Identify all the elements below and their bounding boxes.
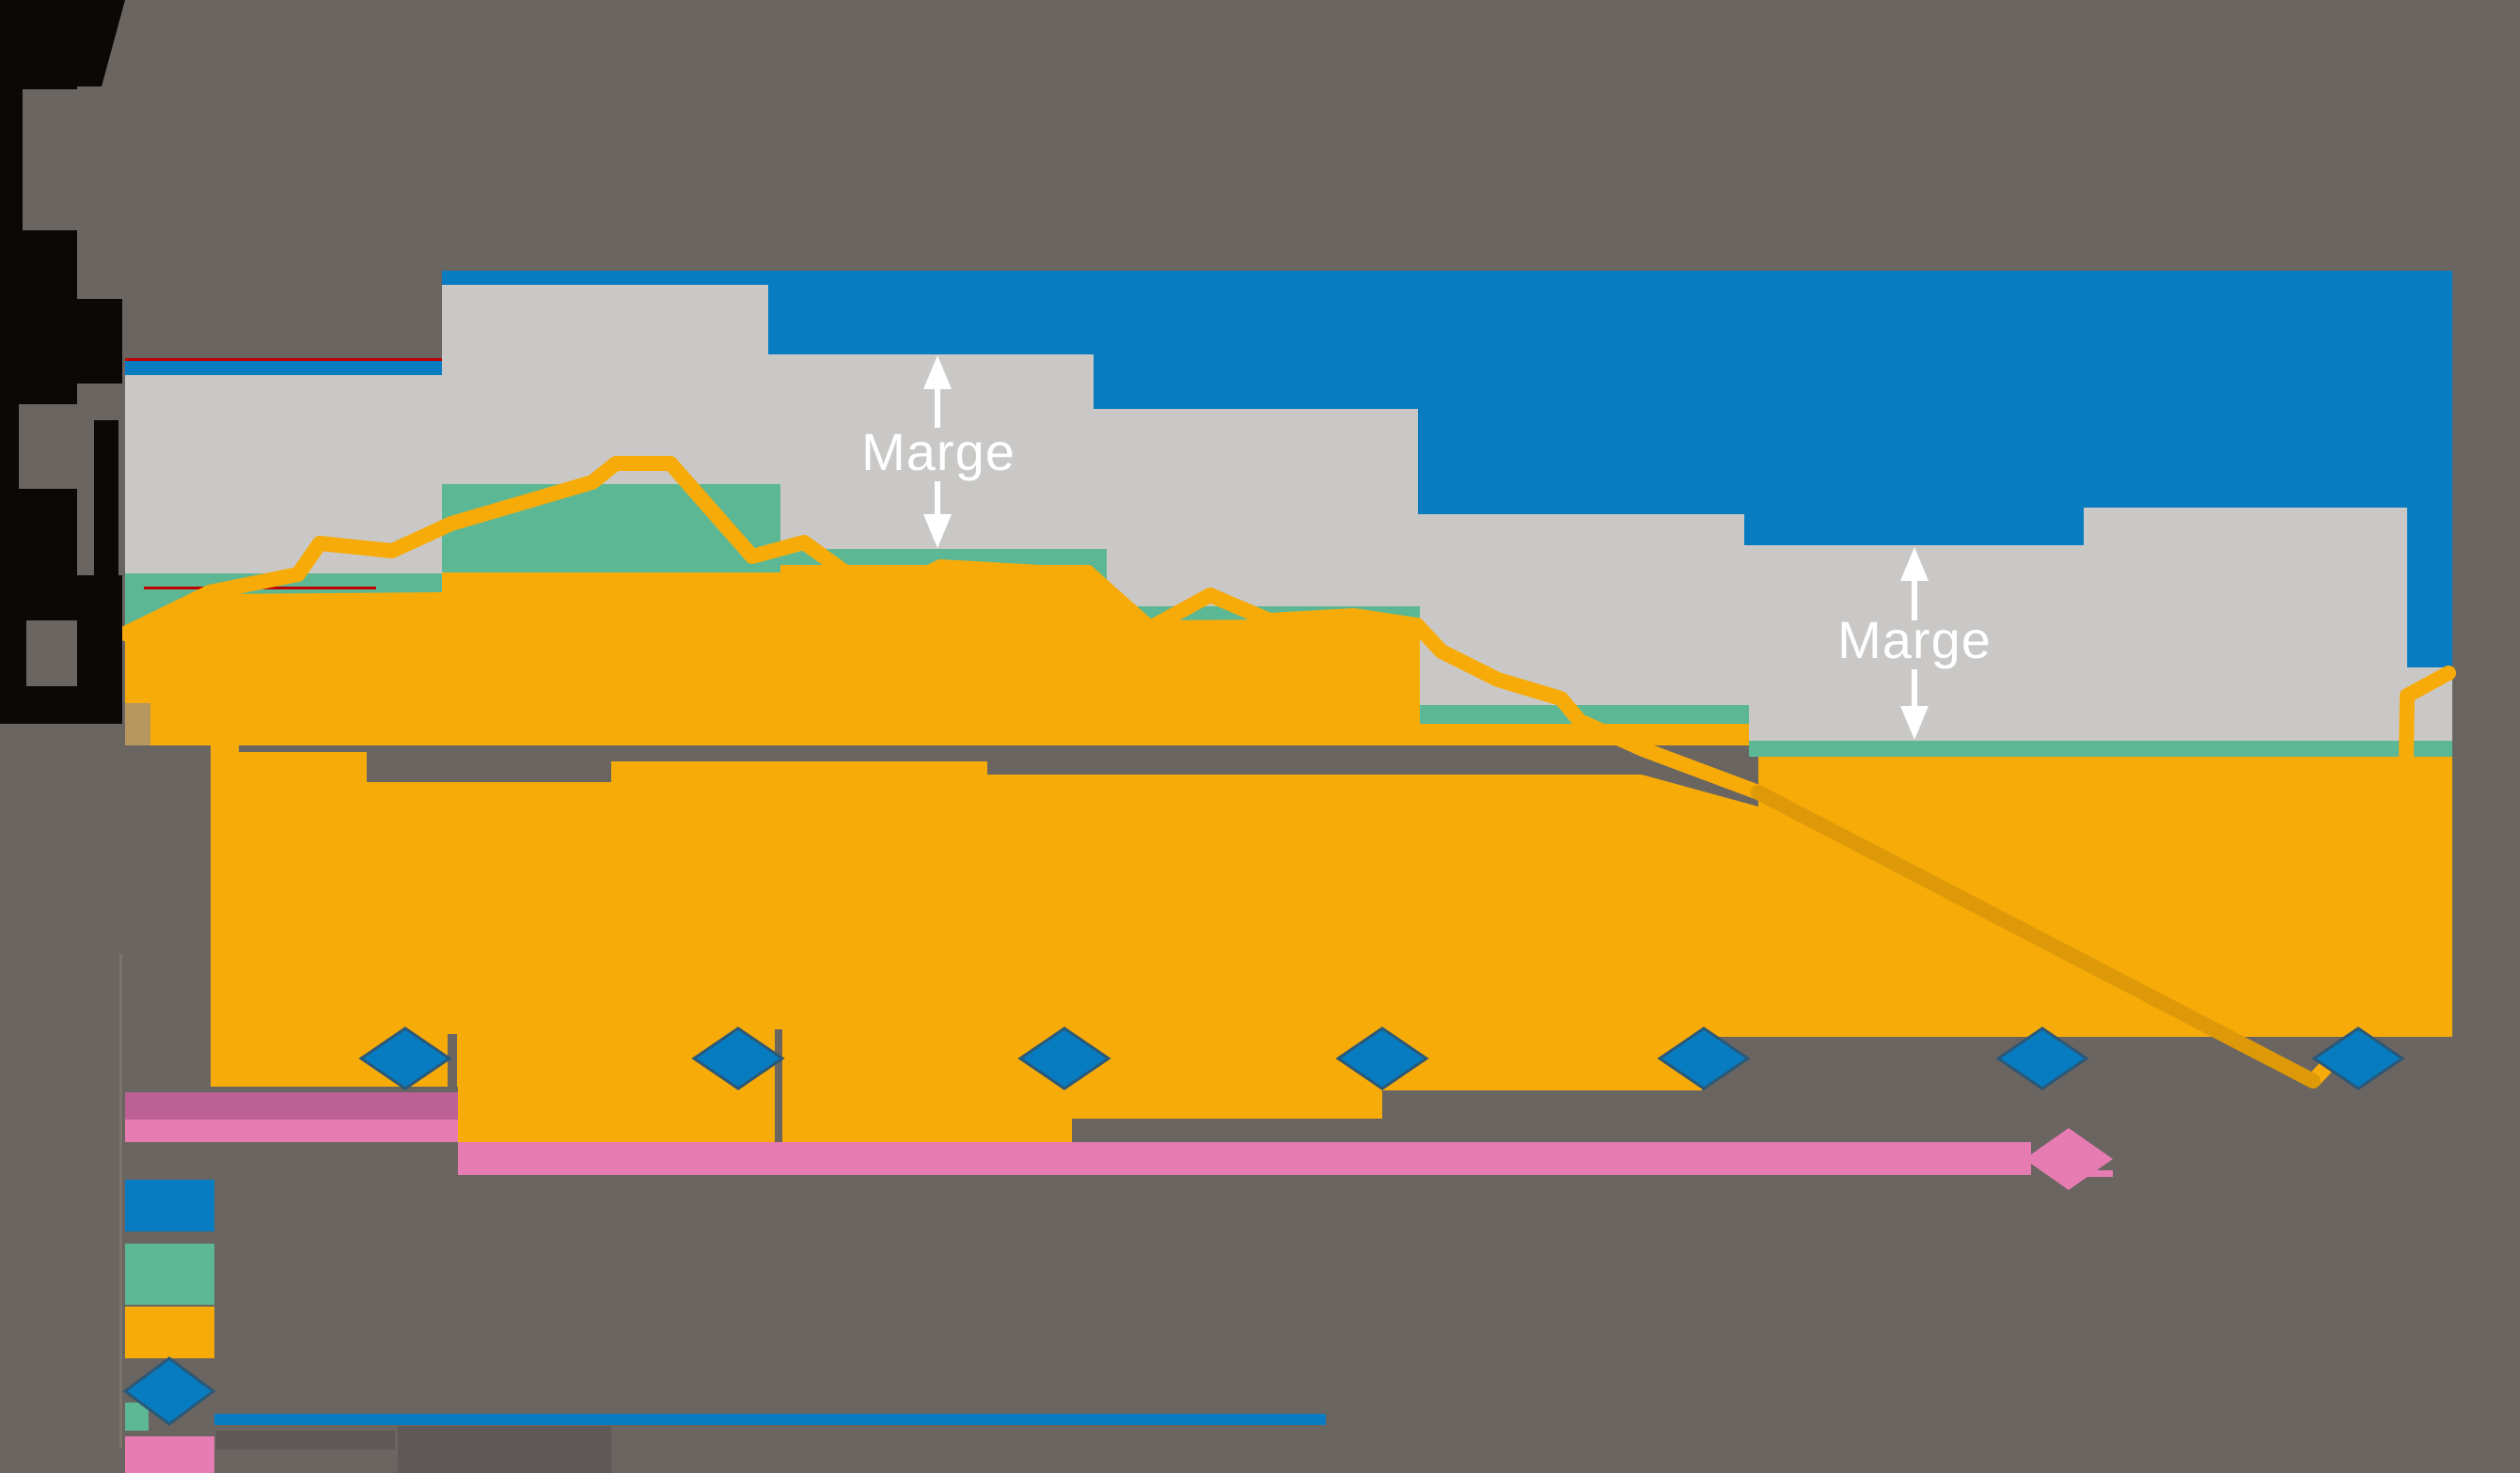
black-edge-fragment-5 [77, 575, 122, 724]
black-edge-fragment-2 [77, 0, 125, 86]
upper-orange-area [125, 565, 1749, 745]
black-edge-fragment-3 [77, 299, 122, 384]
legend-swatch-blue-1 [125, 1180, 214, 1231]
red-hairline-1 [125, 358, 442, 361]
thin-light-line [119, 954, 122, 1448]
blue-diamond-marker-3 [1017, 1026, 1111, 1090]
blue-diamond-marker-1 [358, 1026, 452, 1090]
legend-swatch-orange-3 [125, 1307, 214, 1358]
legend-swatch-pink_light-6 [125, 1436, 214, 1473]
orange-price-line [118, 456, 2456, 1089]
legend-blue-line [214, 1414, 1326, 1425]
pink-line-main [458, 1142, 2031, 1175]
gray-margin-band [125, 285, 2452, 741]
edge-notch-2 [19, 404, 77, 489]
marge-label-2: Marge [1837, 610, 1992, 669]
blue-diamond-marker-2 [691, 1026, 785, 1090]
marge-arrow-head-3 [1900, 547, 1929, 581]
edge-notch-1 [23, 89, 77, 230]
legend-swatch-teal-2 [125, 1244, 214, 1305]
blue-diamond-marker-7 [2311, 1026, 2405, 1090]
pink-line-left-dark [125, 1092, 458, 1120]
tan-overlap-fragment [125, 703, 150, 745]
pink-line-left-light [125, 1120, 458, 1142]
marge-label-1: Marge [861, 422, 1016, 481]
blue-diamond-marker-6 [1995, 1026, 2089, 1090]
blue-step-band [125, 271, 2452, 667]
marge-arrow-head-2 [923, 514, 952, 548]
marge-arrow-head-1 [923, 355, 952, 389]
pink-end-diamond [2024, 1128, 2113, 1190]
orange-line-shaded-segment [1751, 785, 2321, 1089]
blue-diamond-marker-4 [1335, 1026, 1429, 1090]
segment-gap-slit-1 [448, 1034, 457, 1143]
legend-ghost-label-2 [398, 1426, 611, 1473]
black-edge-fragment-4 [94, 420, 118, 575]
blue-diamond-marker-5 [1657, 1026, 1751, 1090]
legend-diamond-swatch [122, 1356, 216, 1426]
lower-orange-area [211, 745, 2452, 1142]
edge-notch-3 [26, 620, 77, 686]
marge-arrow-head-4 [1900, 706, 1929, 740]
legend-ghost-label-1 [216, 1431, 395, 1449]
segment-gap-slit-2 [775, 1029, 782, 1144]
